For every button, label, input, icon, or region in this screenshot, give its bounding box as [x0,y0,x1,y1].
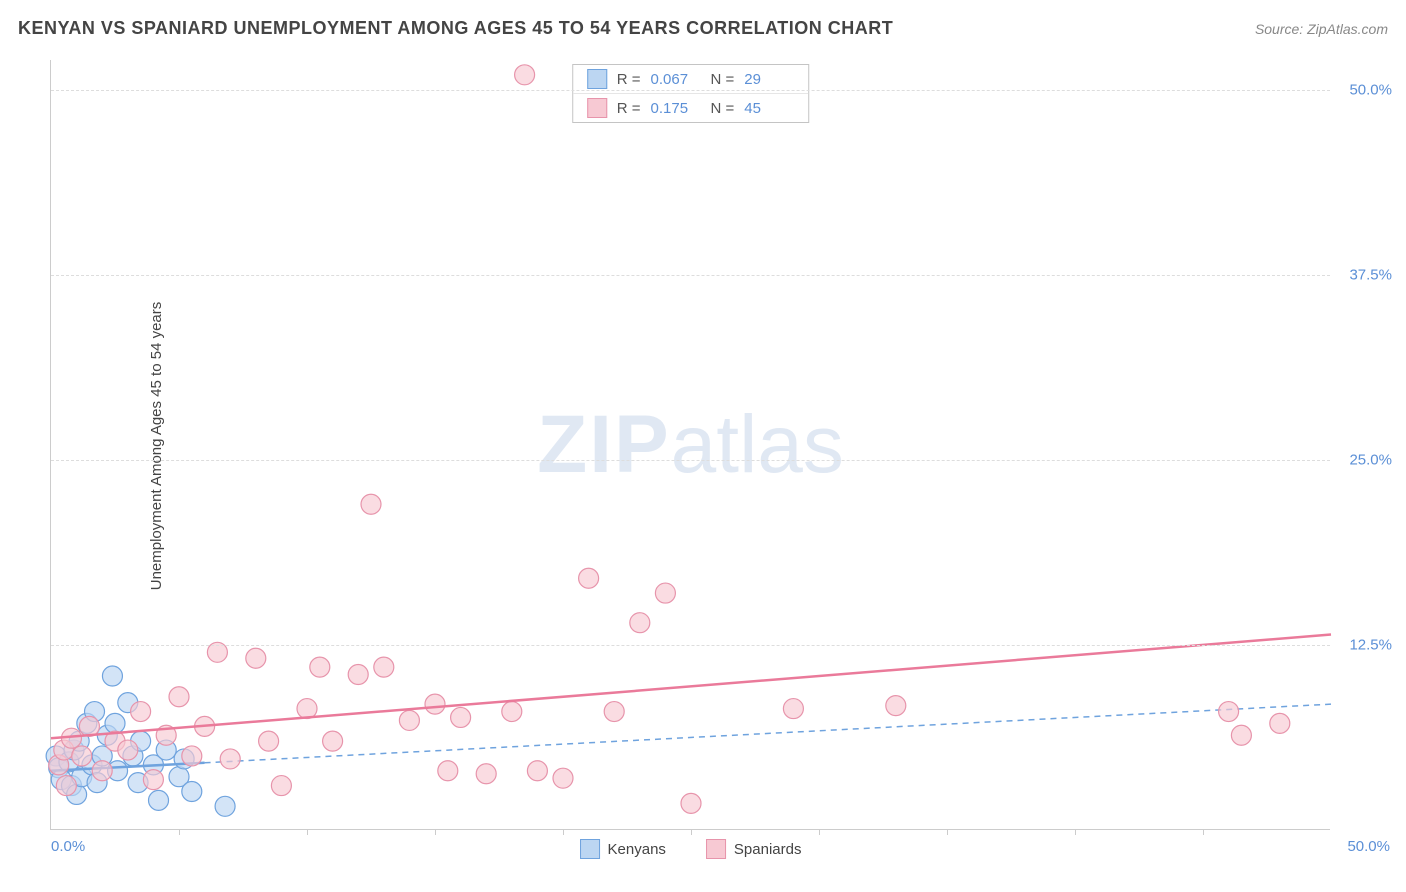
data-point [527,761,547,781]
swatch-kenyans [587,69,607,89]
data-point [182,746,202,766]
data-point [630,613,650,633]
data-point [323,731,343,751]
data-point [1270,713,1290,733]
data-point [361,494,381,514]
data-point [220,749,240,769]
data-point [92,761,112,781]
data-point [502,702,522,722]
data-point [105,713,125,733]
stats-row-spaniards: R = 0.175 N = 45 [573,93,809,122]
data-point [215,796,235,816]
data-point [783,699,803,719]
data-point [1231,725,1251,745]
data-point [655,583,675,603]
data-point [118,740,138,760]
y-tick-label: 12.5% [1349,636,1392,653]
data-point [374,657,394,677]
scatter-plot [51,60,1331,830]
x-max-label: 50.0% [1347,838,1390,855]
data-point [886,696,906,716]
swatch-spaniards [587,98,607,118]
data-point [143,770,163,790]
y-tick-label: 25.0% [1349,451,1392,468]
data-point [348,665,368,685]
data-point [149,790,169,810]
data-point [399,710,419,730]
data-point [102,666,122,686]
x-origin-label: 0.0% [51,838,85,855]
data-point [310,657,330,677]
chart-title: KENYAN VS SPANIARD UNEMPLOYMENT AMONG AG… [18,18,893,39]
series-legend: Kenyans Spaniards [580,839,802,859]
data-point [579,568,599,588]
data-point [604,702,624,722]
data-point [246,648,266,668]
data-point [476,764,496,784]
data-point [681,793,701,813]
y-tick-label: 50.0% [1349,81,1392,98]
swatch-spaniards-icon [706,839,726,859]
data-point [515,65,535,85]
data-point [451,707,471,727]
y-tick-label: 37.5% [1349,266,1392,283]
data-point [438,761,458,781]
data-point [56,776,76,796]
legend-item-spaniards: Spaniards [706,839,802,859]
data-point [182,782,202,802]
source-label: Source: ZipAtlas.com [1255,21,1388,37]
legend-item-kenyans: Kenyans [580,839,666,859]
swatch-kenyans-icon [580,839,600,859]
trend-line [51,635,1331,739]
data-point [131,702,151,722]
plot-area: ZIPatlas R = 0.067 N = 29 R = 0.175 N = … [50,60,1330,830]
data-point [1219,702,1239,722]
data-point [425,694,445,714]
data-point [271,776,291,796]
data-point [169,687,189,707]
data-point [259,731,279,751]
data-point [553,768,573,788]
data-point [72,746,92,766]
data-point [297,699,317,719]
stats-legend: R = 0.067 N = 29 R = 0.175 N = 45 [572,64,810,123]
